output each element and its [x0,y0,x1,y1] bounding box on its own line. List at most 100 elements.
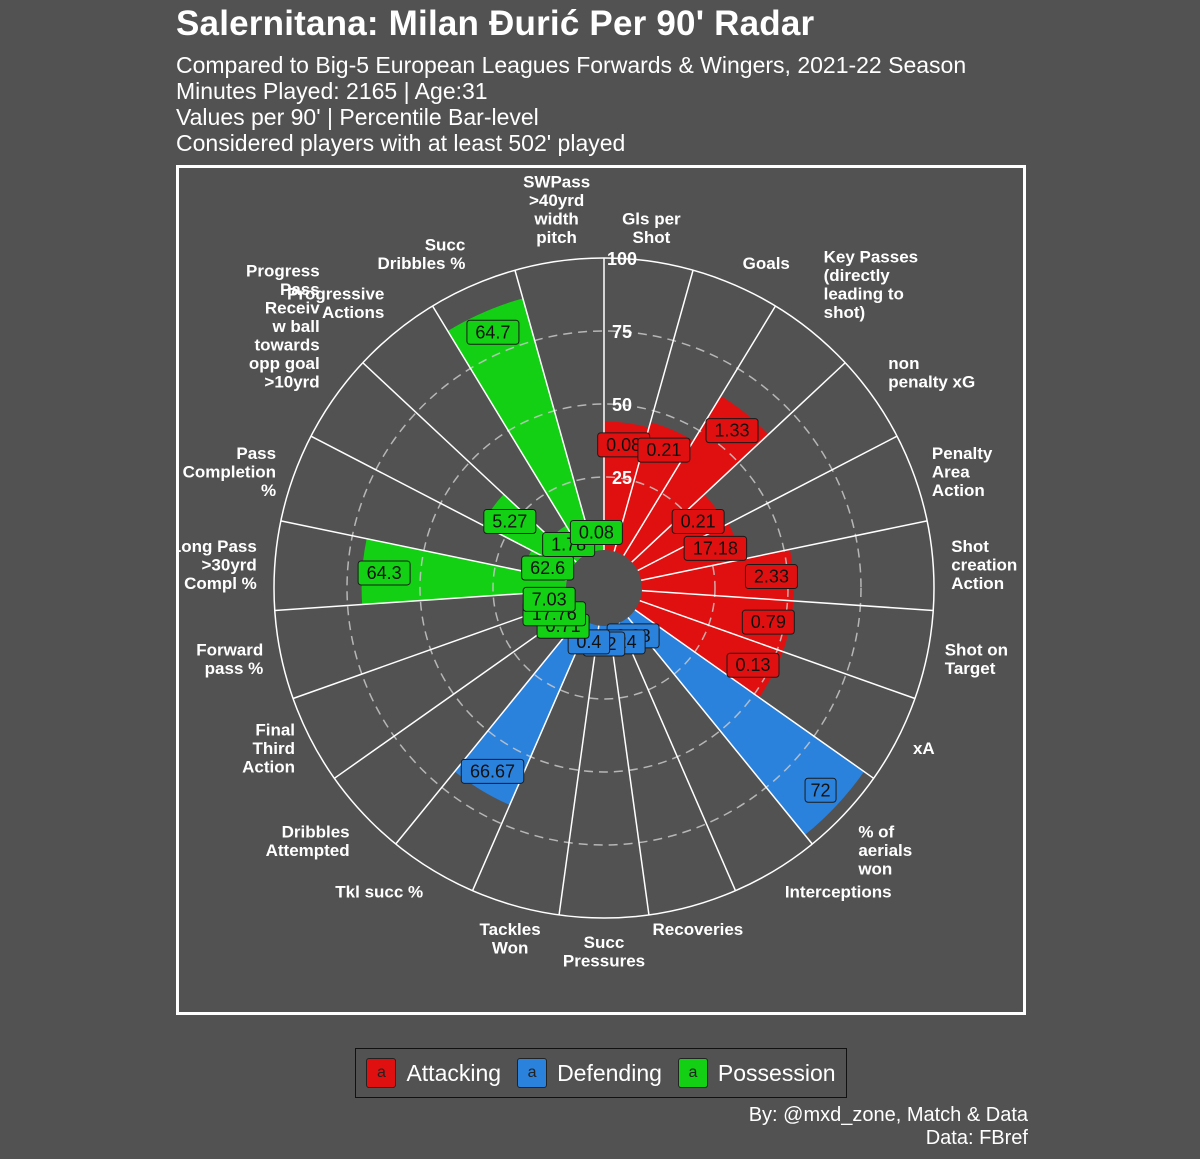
category-label-2: Key Passes (directly leading to shot) [824,248,919,323]
subtitle-values: Values per 90' | Percentile Bar-level [176,104,539,130]
spoke-9 [627,617,813,845]
value-label-22: 0.08 [569,520,623,546]
value-label-text-13: 66.67 [470,761,515,781]
value-label-box-21 [466,319,520,345]
spoke-19 [310,435,571,572]
value-label-1: 0.21 [637,437,691,463]
spoke-16 [292,600,569,700]
category-label-8: % of aerials won [857,823,912,879]
value-label-text-5: 2.33 [754,567,789,587]
category-label-11: Succ Pressures [563,933,645,971]
category-label-4: Penalty Area Action [932,444,993,500]
spoke-12 [558,625,600,916]
value-label-box-7 [726,652,780,678]
category-label-16: Forward pass % [196,641,263,679]
value-label-text-1: 0.21 [646,440,681,460]
value-label-21: 64.7 [466,319,520,345]
category-label-21: Succ Dribbles % [377,235,465,273]
spoke-8 [634,609,875,779]
category-label-1: Goals [743,254,790,273]
value-label-19: 5.27 [483,509,537,535]
legend-item-attacking: a Attacking [366,1058,501,1088]
category-label-6: Shot on Target [945,641,1008,679]
value-label-8: 72 [804,777,837,803]
category-label-19: Progress Pass Receiv w ball towards opp goal >… [246,261,320,391]
legend: a Attacking a Defending a Possession [355,1048,847,1098]
category-label-14: Dribbles Attempted [266,823,350,861]
category-label-22: SWPass >40yrd width pitch [523,173,590,248]
value-label-box-16 [522,586,576,612]
value-label-text-7: 0.13 [735,655,770,675]
value-label-17: 64.3 [357,560,411,586]
value-label-4: 17.18 [683,535,748,561]
spoke-4 [637,435,898,572]
category-label-10: Recoveries [653,920,744,939]
value-label-box-3 [671,509,725,535]
category-label-0: Gls per Shot [622,210,681,248]
value-label-18: 62.6 [521,555,575,581]
value-label-text-3: 0.21 [681,512,716,532]
value-label-3: 0.21 [671,509,725,535]
category-label-13: Tkl succ % [335,882,423,901]
value-label-box-13 [460,758,525,784]
value-label-text-19: 5.27 [492,512,527,532]
value-label-box-5 [744,564,798,590]
category-label-7: xA [913,739,935,758]
subtitle-comparison: Compared to Big-5 European Leagues Forwa… [176,52,967,78]
caption-source: Data: FBref [925,1127,1028,1149]
chart-title: Salernitana: Milan Đurić Per 90' Radar [176,4,815,43]
category-label-9: Interceptions [785,882,892,901]
value-label-box-8 [804,777,837,803]
subtitle-minutes: Minutes Played: 2165 | Age:31 [176,78,488,104]
spoke-7 [639,600,916,700]
bar-6 [639,590,794,652]
value-label-6: 0.79 [741,609,795,635]
value-label-16: 7.03 [522,586,576,612]
radar-panel: 25 50 75 100 0.08 0.21 1.33 0.21 17.18 2.33 0.79 0.… [176,165,1026,1015]
value-label-text-17: 64.3 [367,563,402,583]
value-label-text-18: 62.6 [530,558,565,578]
legend-label-possession: Possession [717,1059,836,1086]
spoke-1 [613,270,694,552]
subtitle-threshold: Considered players with at least 502' pl… [176,130,626,156]
spoke-13 [471,622,590,891]
value-label-text-21: 64.7 [475,322,510,342]
value-label-text-22: 0.08 [579,523,614,543]
value-label-box-6 [741,609,795,635]
value-label-7: 0.13 [726,652,780,678]
grid-ring-75 [346,330,862,846]
spoke-3 [631,362,846,563]
value-label-2: 1.33 [705,418,759,444]
category-label-3: non penalty xG [888,354,975,392]
value-label-0: 0.08 [597,432,651,458]
spoke-2 [623,305,777,556]
legend-label-attacking: Attacking [406,1059,502,1086]
value-label-text-0: 0.08 [606,435,641,455]
value-label-text-16: 7.03 [532,589,567,609]
value-label-box-17 [357,560,411,586]
value-label-box-19 [483,509,537,535]
legend-key-attacking: a [366,1058,397,1088]
spoke-14 [395,617,581,845]
category-label-18: Pass Completion% [183,444,277,500]
spoke-6 [641,589,934,612]
category-label-15: Final Third Action [242,721,295,777]
value-label-text-6: 0.79 [751,612,786,632]
value-label-text-4: 17.18 [693,538,738,558]
value-label-box-1 [637,437,691,463]
outer-ring [273,257,935,919]
value-label-box-2 [705,418,759,444]
legend-label-defending: Defending [557,1059,662,1086]
legend-key-possession: a [677,1058,708,1088]
value-label-5: 2.33 [744,564,798,590]
spoke-5 [641,520,928,582]
spoke-20 [362,362,577,563]
spoke-15 [333,609,574,779]
category-label-17: Long Pass >30yrd Compl % [179,537,257,593]
value-label-box-22 [569,520,623,546]
spoke-10 [618,622,737,891]
ring-label-25: 25 [612,468,632,488]
spoke-11 [608,625,650,916]
spoke-22 [514,270,595,552]
